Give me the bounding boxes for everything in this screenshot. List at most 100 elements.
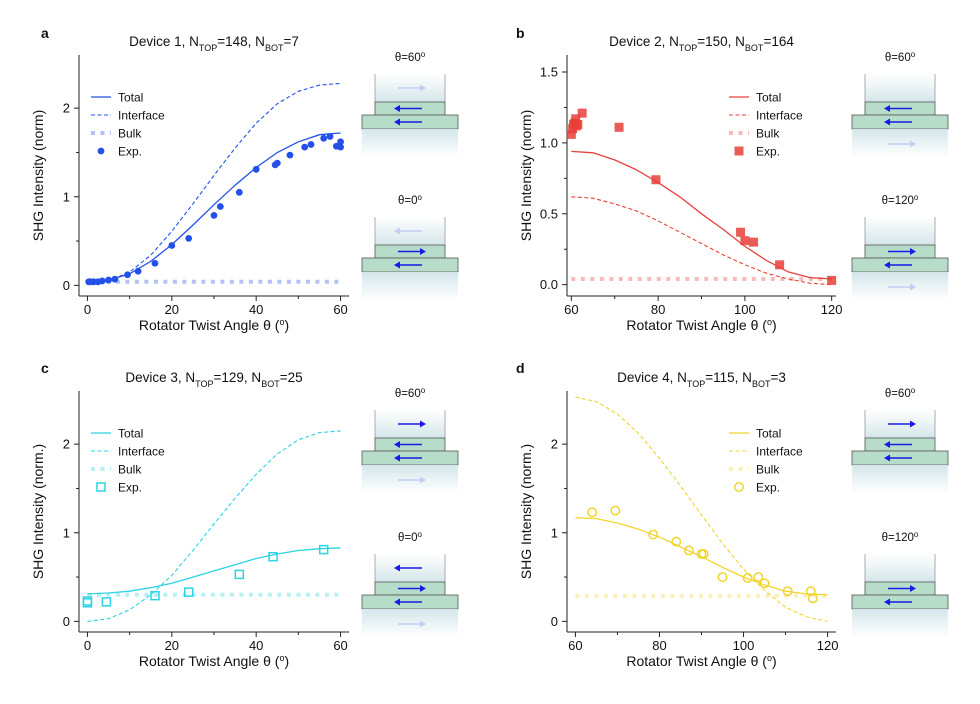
y-tick-label: 2 xyxy=(63,437,70,452)
inset-substrate xyxy=(852,272,948,300)
inset-arrow-head xyxy=(420,420,426,428)
panel-a: a Device 1, NTOP=148, NBOT=7 0 20 40 60 0 1 2 Rot… xyxy=(30,25,459,333)
y-axis-label: SHG Intensity (norm.) xyxy=(518,444,534,579)
legend-label: Interface xyxy=(756,445,803,459)
chart-title: Device 3, NTOP=129, NBOT=25 xyxy=(125,370,302,389)
exp-marker xyxy=(337,138,344,146)
exp-marker xyxy=(571,114,581,124)
inset-upper: θ=60o xyxy=(361,50,459,157)
inset-arrow-head xyxy=(884,441,890,448)
exp-marker xyxy=(151,259,159,267)
inset-arrow-head xyxy=(910,283,916,291)
inset-arrow-head xyxy=(394,441,400,448)
inset-lower: θ=0o xyxy=(361,530,459,637)
inset-arrow-head xyxy=(884,261,890,269)
exp-marker xyxy=(307,141,315,148)
exp-marker xyxy=(235,188,243,196)
exp-marker xyxy=(698,549,709,559)
inset-theta-label: θ=60o xyxy=(395,50,426,65)
x-axis-label: Rotator Twist Angle θ (o) xyxy=(139,653,289,669)
x-axis-label: Rotator Twist Angle θ (o) xyxy=(139,317,289,333)
exp-marker xyxy=(651,175,661,185)
inset-substrate xyxy=(852,129,948,157)
x-tick-label: 80 xyxy=(652,638,666,653)
x-tick-label: 40 xyxy=(249,302,263,317)
x-tick-label: 120 xyxy=(821,302,843,317)
series-total-line xyxy=(571,150,832,280)
inset-arrow-head xyxy=(420,476,426,484)
inset-substrate xyxy=(362,272,458,300)
x-tick-label: 0 xyxy=(84,638,91,653)
panel-c: c Device 3, NTOP=129, NBOT=25 0 20 40 60 0 1 2 Ro… xyxy=(30,360,459,669)
legend-label: Interface xyxy=(118,109,165,123)
inset-theta-label: θ=60o xyxy=(395,386,426,401)
exp-marker xyxy=(573,119,583,129)
exp-marker xyxy=(827,275,837,285)
inset-top-medium xyxy=(865,554,935,582)
exp-marker xyxy=(168,242,176,249)
exp-marker xyxy=(273,159,281,167)
x-tick-label: 60 xyxy=(333,302,347,317)
inset-arrow-head xyxy=(884,454,890,462)
inset-arrow-head xyxy=(420,585,426,592)
inset-lower: θ=120o xyxy=(851,193,949,300)
x-axis-label: Rotator Twist Angle θ (o) xyxy=(626,317,776,333)
y-tick-label: 1.0 xyxy=(540,135,558,150)
y-tick-label: 0.5 xyxy=(540,206,558,221)
inset-arrow-head xyxy=(394,261,400,269)
y-tick-label: 1 xyxy=(63,189,70,204)
exp-marker xyxy=(759,578,770,589)
y-axis-label: SHG Intensity (norm.) xyxy=(30,444,46,579)
y-axis-label: SHG Intensity (norm) xyxy=(518,110,534,241)
chart-title: Device 1, NTOP=148, NBOT=7 xyxy=(129,34,299,53)
exp-marker xyxy=(105,276,112,284)
panel-b: b Device 2, NTOP=150, NBOT=164 60 80 100 120 0… xyxy=(516,25,949,333)
panel-d: d Device 4, NTOP=115, NBOT=3 60 80 100 120 0 1 2… xyxy=(516,360,949,669)
exp-marker xyxy=(111,275,119,283)
x-axis-label: Rotator Twist Angle θ (o) xyxy=(626,653,776,669)
inset-arrow-head xyxy=(420,248,426,255)
exp-marker xyxy=(648,529,659,540)
exp-marker xyxy=(807,593,818,604)
exp-marker xyxy=(216,203,224,210)
inset-upper: θ=60o xyxy=(361,386,459,493)
inset-substrate xyxy=(362,129,458,157)
inset-lower: θ=0o xyxy=(361,193,459,300)
exp-marker xyxy=(98,277,106,285)
legend-label: Exp. xyxy=(756,145,780,159)
y-tick-label: 0 xyxy=(63,278,70,293)
series-interface-line xyxy=(571,196,832,286)
exp-marker xyxy=(268,551,278,562)
inset-arrow-head xyxy=(420,620,426,628)
legend-label: Total xyxy=(118,91,143,105)
exp-marker xyxy=(150,590,160,601)
panel-letter: b xyxy=(516,25,525,41)
inset-arrow-head xyxy=(884,105,890,112)
inset-substrate xyxy=(362,465,458,493)
exp-marker xyxy=(671,536,682,547)
x-tick-label: 80 xyxy=(651,302,665,317)
legend-swatch-exp xyxy=(97,147,105,155)
x-tick-label: 40 xyxy=(249,638,263,653)
exp-marker xyxy=(320,134,328,142)
exp-marker xyxy=(614,122,624,132)
x-tick-label: 60 xyxy=(333,638,347,653)
legend-label: Bulk xyxy=(118,463,142,477)
inset-arrow-head xyxy=(910,140,916,148)
exp-marker xyxy=(775,260,785,270)
exp-marker xyxy=(183,587,194,597)
chart-title: Device 4, NTOP=115, NBOT=3 xyxy=(617,370,786,389)
legend-label: Total xyxy=(756,91,781,105)
inset-theta-label: θ=60o xyxy=(885,50,916,65)
series-interface-line xyxy=(87,430,341,622)
inset-arrow-head xyxy=(394,105,400,112)
inset-lower: θ=120o xyxy=(851,530,949,637)
exp-marker xyxy=(318,544,329,555)
legend-label: Interface xyxy=(118,445,165,459)
inset-top-medium xyxy=(865,217,935,245)
inset-theta-label: θ=120o xyxy=(882,530,919,545)
exp-marker xyxy=(610,505,621,516)
y-tick-label: 2 xyxy=(551,437,558,452)
inset-arrow-head xyxy=(910,420,916,428)
y-tick-label: 2 xyxy=(63,101,70,116)
